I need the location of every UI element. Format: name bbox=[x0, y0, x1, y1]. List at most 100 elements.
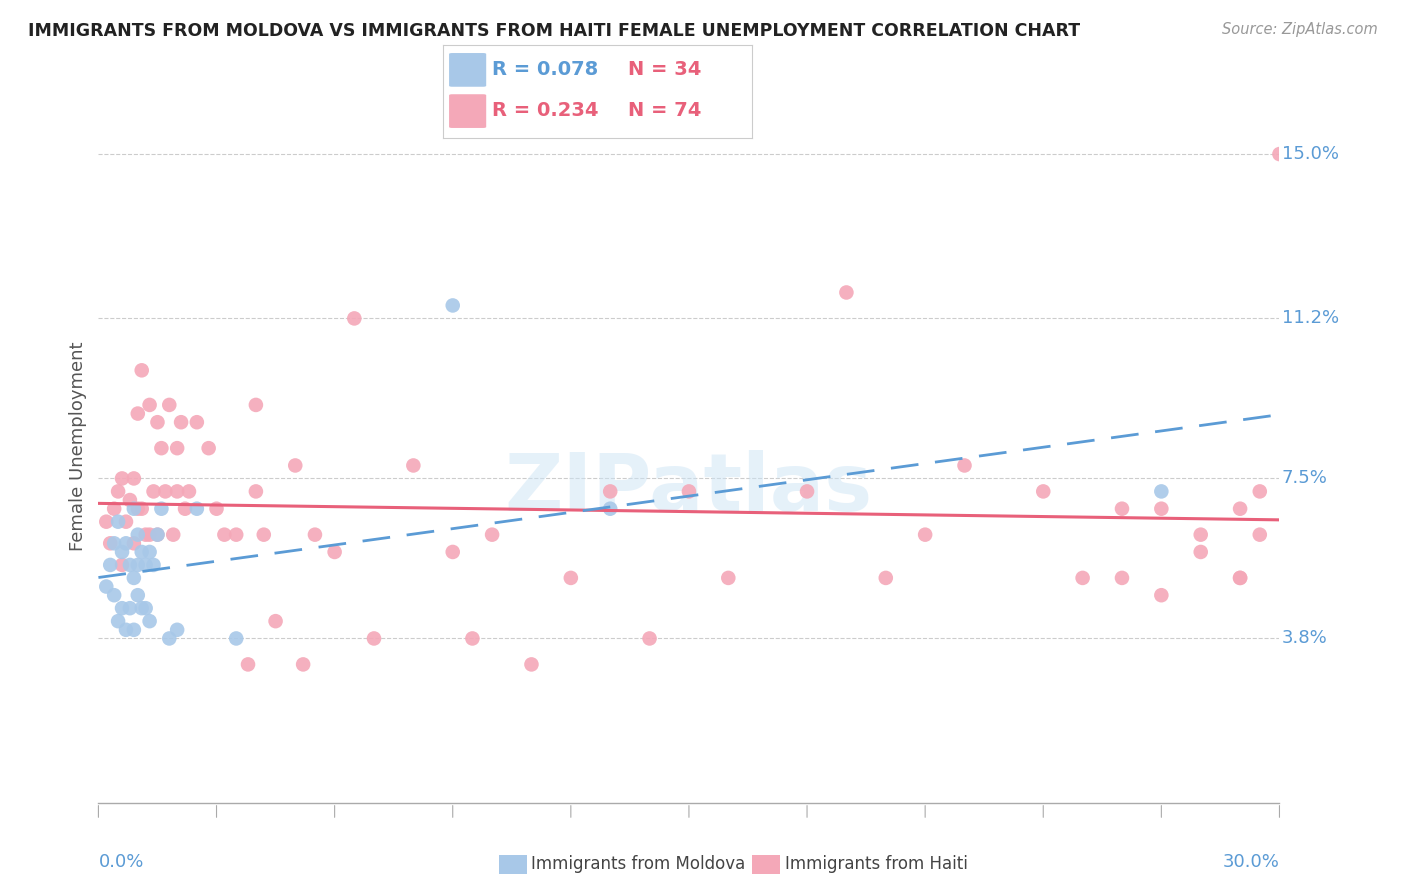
Point bbox=[225, 527, 247, 541]
Text: 11.2%: 11.2% bbox=[1282, 310, 1339, 327]
Point bbox=[186, 415, 208, 429]
Point bbox=[1111, 571, 1133, 585]
Point bbox=[835, 285, 858, 300]
Point bbox=[796, 484, 818, 499]
Point bbox=[174, 501, 197, 516]
Point bbox=[157, 398, 180, 412]
Point bbox=[146, 527, 169, 541]
Point bbox=[323, 545, 346, 559]
Point bbox=[166, 441, 188, 455]
Point bbox=[118, 493, 141, 508]
Point bbox=[245, 398, 267, 412]
Point bbox=[162, 527, 184, 541]
Text: N = 34: N = 34 bbox=[628, 61, 702, 79]
Point bbox=[1189, 545, 1212, 559]
Point bbox=[131, 363, 153, 377]
Point bbox=[111, 471, 134, 485]
Point bbox=[264, 614, 287, 628]
Point bbox=[131, 501, 153, 516]
Text: R = 0.078: R = 0.078 bbox=[492, 61, 599, 79]
Point bbox=[135, 527, 157, 541]
Text: IMMIGRANTS FROM MOLDOVA VS IMMIGRANTS FROM HAITI FEMALE UNEMPLOYMENT CORRELATION: IMMIGRANTS FROM MOLDOVA VS IMMIGRANTS FR… bbox=[28, 22, 1080, 40]
Text: Immigrants from Haiti: Immigrants from Haiti bbox=[785, 855, 967, 873]
Point bbox=[875, 571, 897, 585]
Point bbox=[98, 536, 121, 550]
Text: Source: ZipAtlas.com: Source: ZipAtlas.com bbox=[1222, 22, 1378, 37]
Point bbox=[914, 527, 936, 541]
Point bbox=[115, 515, 138, 529]
Text: 15.0%: 15.0% bbox=[1282, 145, 1339, 163]
Point bbox=[678, 484, 700, 499]
Point bbox=[111, 601, 134, 615]
Point bbox=[157, 632, 180, 646]
Point bbox=[1189, 527, 1212, 541]
Point bbox=[127, 407, 149, 421]
Point bbox=[1229, 571, 1251, 585]
Point bbox=[150, 501, 173, 516]
Text: N = 74: N = 74 bbox=[628, 101, 702, 120]
Text: R = 0.234: R = 0.234 bbox=[492, 101, 599, 120]
Point bbox=[127, 501, 149, 516]
Point bbox=[1150, 588, 1173, 602]
Point bbox=[118, 558, 141, 572]
Point bbox=[245, 484, 267, 499]
Text: 7.5%: 7.5% bbox=[1282, 469, 1327, 487]
Point bbox=[292, 657, 315, 672]
Point bbox=[225, 632, 247, 646]
Point bbox=[127, 558, 149, 572]
Point bbox=[131, 545, 153, 559]
Point bbox=[1150, 501, 1173, 516]
Point bbox=[127, 527, 149, 541]
Point bbox=[111, 545, 134, 559]
Text: 3.8%: 3.8% bbox=[1282, 630, 1327, 648]
Point bbox=[253, 527, 276, 541]
Point bbox=[236, 657, 259, 672]
Point bbox=[142, 558, 165, 572]
Point bbox=[146, 527, 169, 541]
FancyBboxPatch shape bbox=[449, 53, 486, 87]
Text: 0.0%: 0.0% bbox=[98, 853, 143, 871]
Point bbox=[111, 558, 134, 572]
FancyBboxPatch shape bbox=[449, 95, 486, 128]
Point bbox=[122, 623, 145, 637]
Point bbox=[122, 501, 145, 516]
Point bbox=[599, 501, 621, 516]
Point bbox=[1111, 501, 1133, 516]
Point bbox=[142, 484, 165, 499]
Point bbox=[1229, 501, 1251, 516]
Point bbox=[107, 484, 129, 499]
Point bbox=[131, 601, 153, 615]
Point bbox=[402, 458, 425, 473]
Point bbox=[197, 441, 219, 455]
Text: Immigrants from Moldova: Immigrants from Moldova bbox=[531, 855, 745, 873]
Point bbox=[205, 501, 228, 516]
Point bbox=[135, 601, 157, 615]
Point bbox=[560, 571, 582, 585]
Point bbox=[138, 545, 160, 559]
Text: ZIPatlas: ZIPatlas bbox=[505, 450, 873, 528]
Point bbox=[1032, 484, 1054, 499]
Point bbox=[1229, 571, 1251, 585]
Point bbox=[363, 632, 385, 646]
Point bbox=[103, 501, 125, 516]
Point bbox=[1071, 571, 1094, 585]
Point bbox=[953, 458, 976, 473]
Point bbox=[155, 484, 177, 499]
Point bbox=[1249, 484, 1271, 499]
Point bbox=[103, 588, 125, 602]
Point bbox=[441, 545, 464, 559]
Point bbox=[98, 558, 121, 572]
Point bbox=[118, 601, 141, 615]
Point bbox=[1268, 147, 1291, 161]
Point bbox=[1150, 484, 1173, 499]
Point bbox=[127, 588, 149, 602]
Point bbox=[138, 398, 160, 412]
Point bbox=[138, 527, 160, 541]
Y-axis label: Female Unemployment: Female Unemployment bbox=[69, 342, 87, 550]
Point bbox=[461, 632, 484, 646]
Point bbox=[717, 571, 740, 585]
Point bbox=[103, 536, 125, 550]
Point bbox=[150, 441, 173, 455]
Point bbox=[122, 536, 145, 550]
Point bbox=[170, 415, 193, 429]
